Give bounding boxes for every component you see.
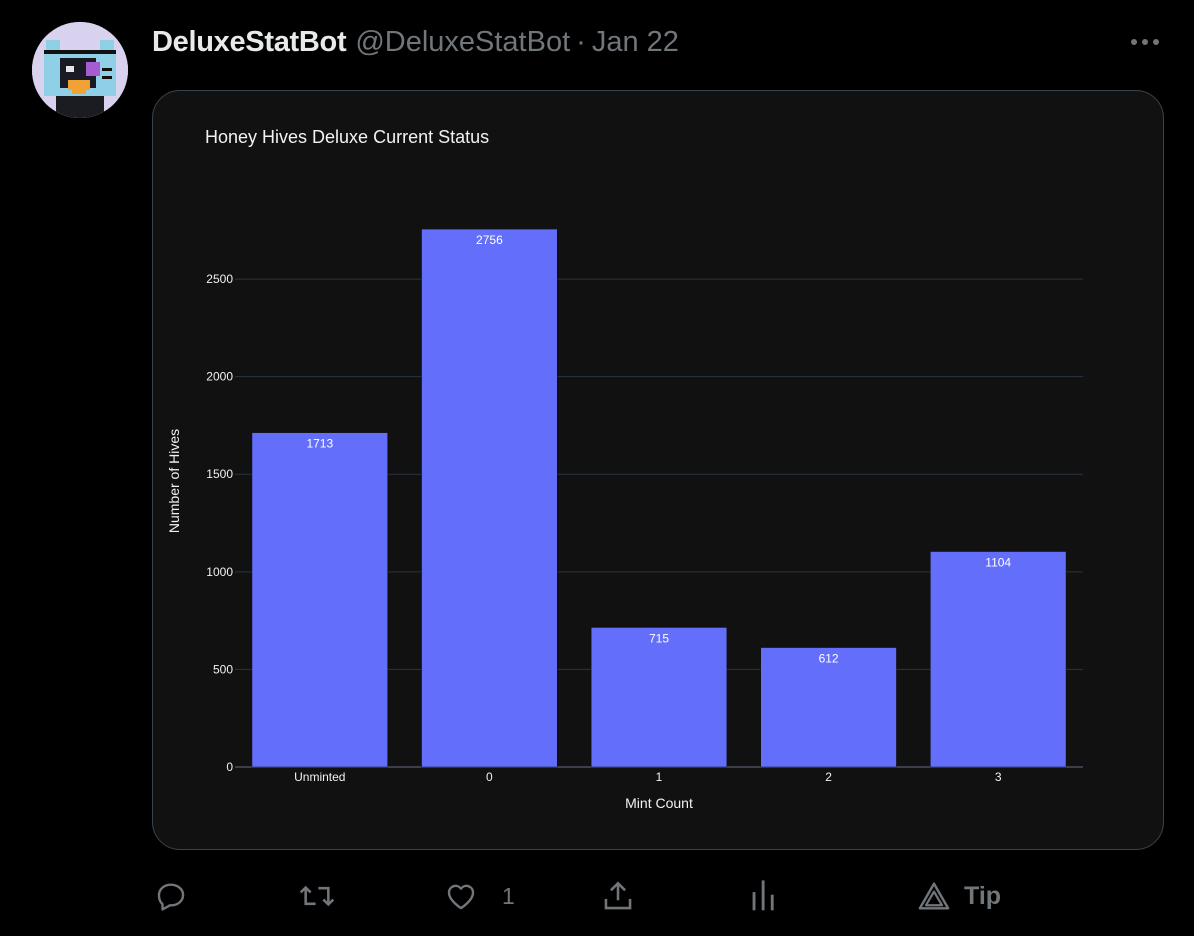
reply-button[interactable] <box>154 876 188 916</box>
analytics-icon <box>752 880 774 911</box>
x-tick-label: 2 <box>825 770 832 784</box>
x-tick-label: Unminted <box>294 770 345 784</box>
bar[interactable] <box>251 432 388 768</box>
share-icon <box>604 881 632 910</box>
bar-value-label: 612 <box>819 652 839 666</box>
tweet-date[interactable]: Jan 22 <box>591 26 679 58</box>
y-tick-label: 2000 <box>206 370 233 384</box>
bar[interactable] <box>930 551 1067 768</box>
tweet-actions: 1 Tip <box>0 872 1194 922</box>
bar-value-label: 1713 <box>306 437 333 451</box>
x-tick-label: 1 <box>656 770 663 784</box>
bars <box>251 228 1067 768</box>
more-horizontal-icon <box>1131 39 1159 45</box>
like-button[interactable]: 1 <box>444 876 515 916</box>
tweet-header: DeluxeStatBot @DeluxeStatBot · Jan 22 <box>152 26 679 60</box>
bar-value-label: 715 <box>649 631 669 645</box>
y-tick-labels: 0 500 1000 1500 2000 2500 <box>206 272 233 774</box>
y-tick-label: 500 <box>213 662 233 676</box>
y-tick-label: 1000 <box>206 565 233 579</box>
reply-icon <box>157 883 185 911</box>
y-axis-title: Number of Hives <box>166 429 182 533</box>
pixel-cat-avatar-icon <box>32 22 128 118</box>
separator: · <box>576 26 586 58</box>
bar[interactable] <box>760 647 897 768</box>
bar-chart: Honey Hives Deluxe Current Status 171327… <box>166 127 1083 811</box>
x-tick-label: 0 <box>486 770 493 784</box>
data-labels: 1713 2756 715 612 1104 <box>306 233 1011 665</box>
avatar[interactable] <box>32 22 128 118</box>
y-tick-label: 1500 <box>206 467 233 481</box>
y-tick-label: 0 <box>226 760 233 774</box>
retweet-button[interactable] <box>298 876 336 916</box>
like-count: 1 <box>502 882 515 909</box>
retweet-icon <box>299 885 335 907</box>
tip-button[interactable]: Tip <box>918 876 1001 916</box>
bar[interactable] <box>421 228 558 768</box>
bar-value-label: 1104 <box>985 556 1011 570</box>
chart-card[interactable]: Honey Hives Deluxe Current Status 1713 27… <box>152 90 1164 850</box>
more-button[interactable] <box>1128 32 1162 52</box>
handle[interactable]: @DeluxeStatBot <box>355 26 571 58</box>
analytics-button[interactable] <box>750 876 776 916</box>
share-button[interactable] <box>601 876 635 916</box>
x-tick-label: 3 <box>995 770 1002 784</box>
tip-label: Tip <box>964 881 1002 910</box>
chart-title: Honey Hives Deluxe Current Status <box>205 127 489 147</box>
bar-value-label: 2756 <box>476 233 503 247</box>
bar[interactable] <box>590 627 728 768</box>
x-tick-labels: Unminted 0 1 2 3 <box>294 770 1002 784</box>
tip-icon <box>918 882 950 910</box>
x-axis-title: Mint Count <box>625 795 693 811</box>
y-tick-label: 2500 <box>206 272 233 286</box>
heart-icon <box>447 884 475 910</box>
display-name[interactable]: DeluxeStatBot <box>152 26 347 58</box>
